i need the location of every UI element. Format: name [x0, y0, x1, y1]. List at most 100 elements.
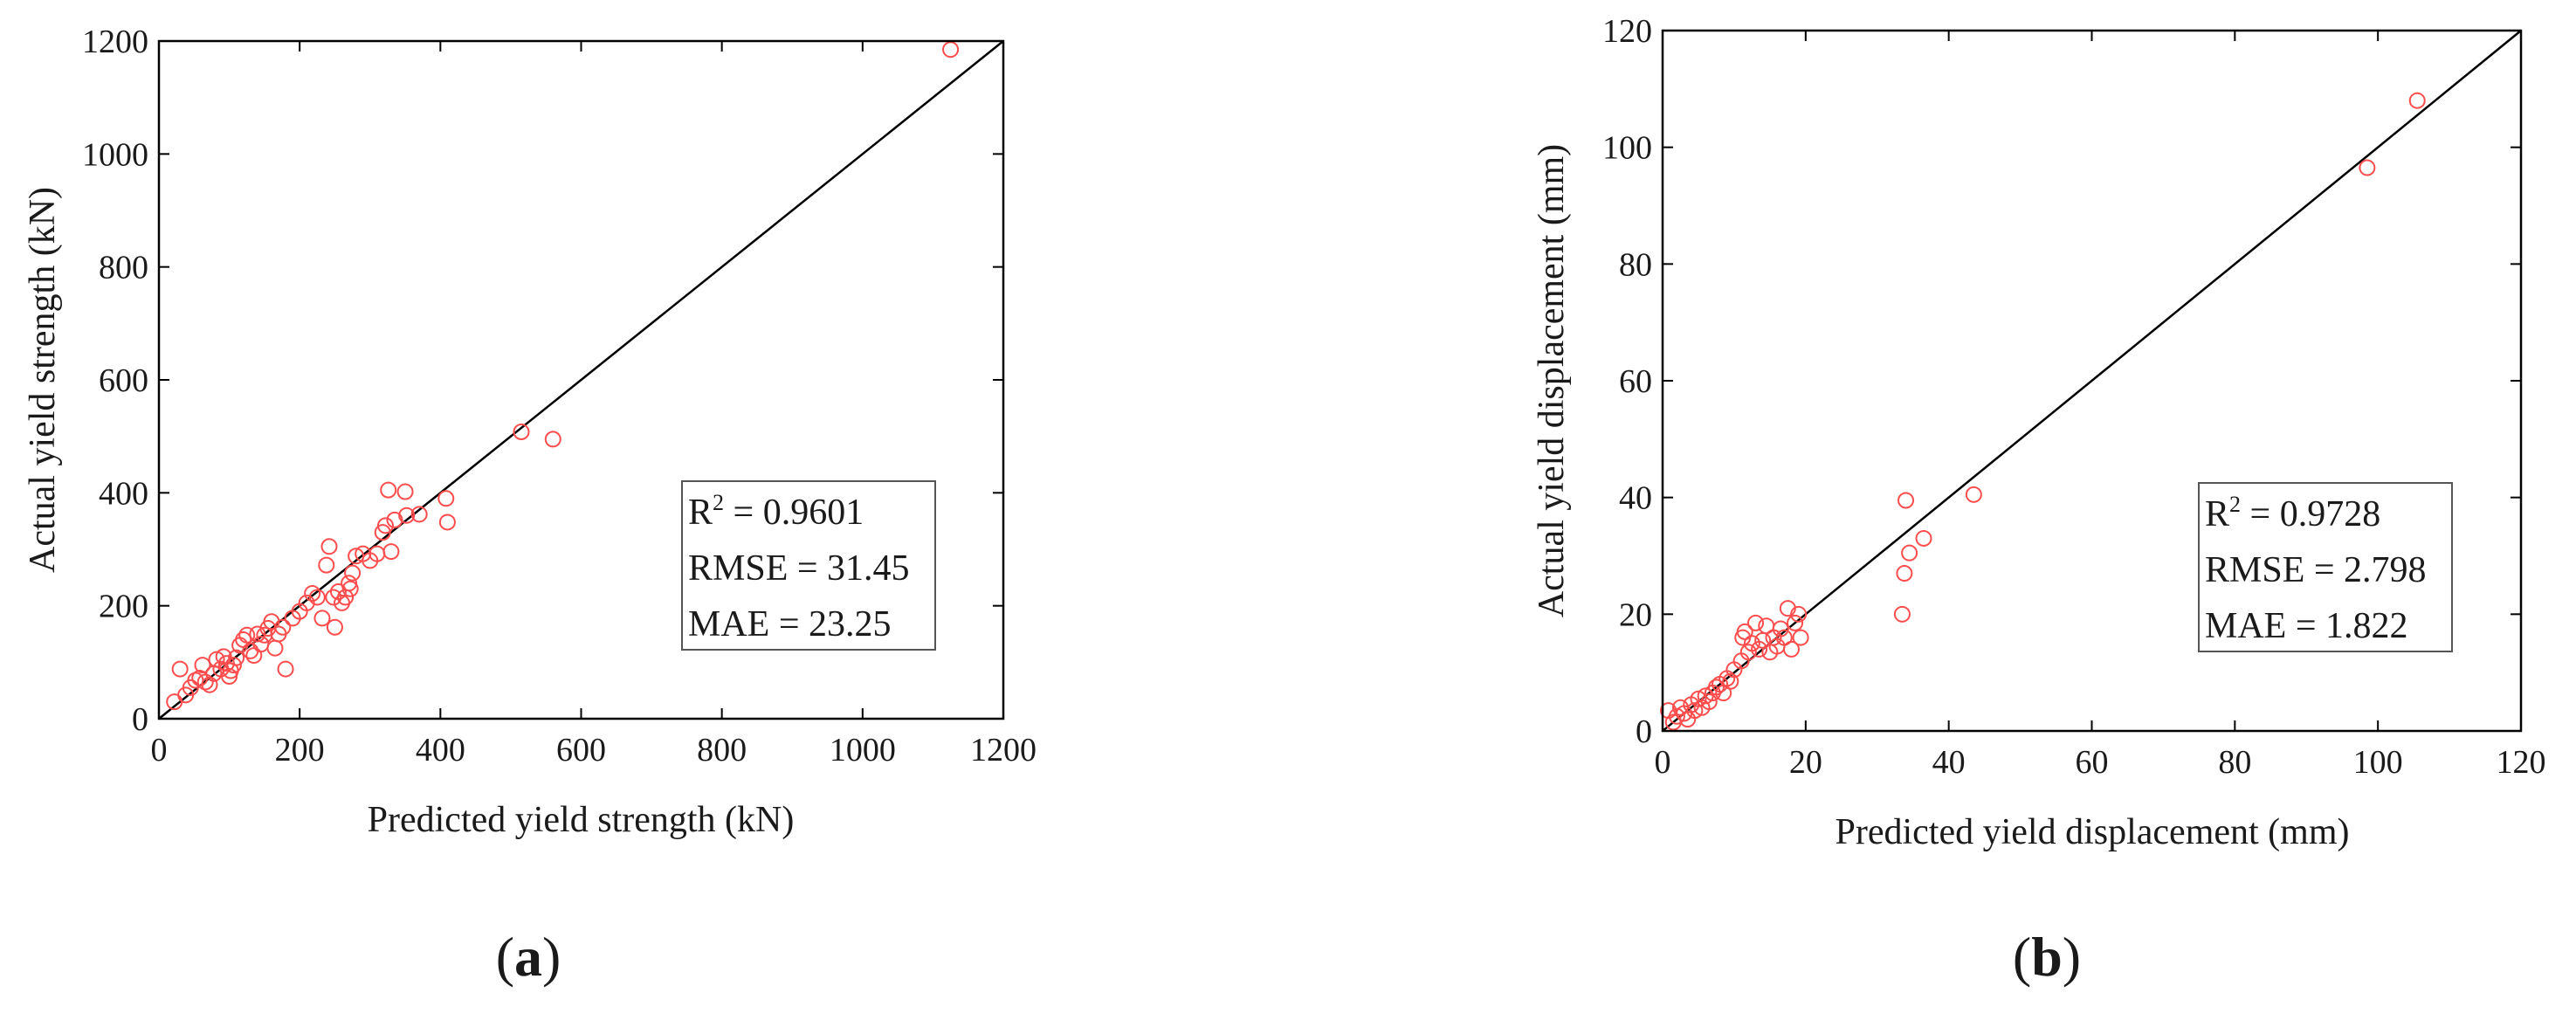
chart-a-point [318, 556, 335, 574]
chart-b-stats-r2: R2 = 0.9728 [2205, 492, 2380, 534]
chart-a-point [376, 517, 394, 534]
chart-a-x-axis-label: Predicted yield strength (kN) [368, 800, 795, 840]
chart-b-stats-frame [2198, 482, 2453, 652]
chart-a-point [277, 660, 294, 678]
chart-a-point [513, 423, 530, 440]
chart-a-point [308, 589, 326, 606]
chart-a-point [298, 594, 315, 611]
chart-b-point [1896, 565, 1913, 582]
chart-b-x-tick-label: 120 [2497, 744, 2546, 781]
chart-b-x-tick-label: 20 [1789, 744, 1822, 781]
chart-a-point [344, 564, 362, 582]
chart-a-point [228, 649, 245, 666]
chart-b-x-tick-label: 60 [2076, 744, 2109, 781]
chart-a-point [396, 483, 414, 500]
chart-a-y-tick-label: 600 [99, 362, 148, 399]
chart-a-stats-rmse: RMSE = 31.45 [688, 548, 910, 589]
chart-a-point [196, 673, 214, 691]
chart-b-point [1915, 529, 1932, 547]
chart-b-point [2359, 159, 2376, 176]
chart-a-point [313, 610, 331, 627]
chart-a-y-tick-label: 200 [99, 589, 148, 625]
chart-a-point [194, 657, 211, 674]
chart-a-plot-frame [157, 39, 1005, 720]
panel-label-a: (a) [496, 926, 561, 988]
chart-b-point [1746, 614, 1764, 631]
chart-a-point [201, 676, 218, 693]
chart-a-point [266, 639, 284, 657]
chart-a-point [304, 584, 321, 602]
chart-b-y-axis-label: Actual yield displacement (mm) [1532, 144, 1572, 617]
chart-a-marks [158, 40, 1004, 720]
chart-a-x-tick-label: 800 [697, 732, 747, 768]
chart-b-y-tick-label: 100 [1602, 130, 1652, 167]
chart-b-point [1782, 640, 1800, 658]
chart-a-y-axis-label: Actual yield strength (kN) [23, 187, 63, 573]
chart-b-stats-mae: MAE = 1.822 [2205, 606, 2408, 646]
chart-b-point [2408, 92, 2426, 109]
chart-b-y-tick-label: 0 [1636, 713, 1652, 750]
chart-b-point [1700, 693, 1718, 711]
chart-b-point [1792, 629, 1809, 646]
chart-a-point [544, 431, 561, 448]
chart-b-y-tick-label: 60 [1619, 363, 1652, 400]
chart-b-x-tick-label: 0 [1655, 744, 1671, 781]
chart-a-point [325, 589, 342, 606]
chart-a-point [380, 481, 397, 499]
chart-b-y-tick-label: 40 [1619, 480, 1652, 517]
chart-b-plot-frame [1661, 29, 2523, 733]
chart-b-y-tick-label: 80 [1619, 246, 1652, 283]
chart-a-stats-box: R2 = 0.9601 RMSE = 31.45 MAE = 23.25 [681, 480, 936, 651]
chart-a-point [245, 647, 263, 665]
chart-b-x-tick-label: 80 [2218, 744, 2251, 781]
chart-b: 0 20 40 60 80 100 120 0 20 40 60 80 100 120 Predicted… [1532, 13, 2546, 852]
chart-b-point [1901, 544, 1918, 562]
chart-b-ticks: 0 20 40 60 80 100 120 0 20 40 60 80 100 120 [1602, 13, 2546, 781]
chart-a-stats-frame [681, 480, 936, 651]
chart-a-y-tick-label: 0 [132, 701, 148, 738]
chart-a-stats-mae: MAE = 23.25 [688, 604, 892, 644]
chart-b-point [1722, 672, 1739, 690]
chart-a-y-tick-label: 800 [99, 250, 148, 286]
chart-b-point [1736, 623, 1753, 640]
chart-b-point [1893, 605, 1911, 623]
chart-b-y-tick-label: 120 [1602, 13, 1652, 50]
chart-b-point [1751, 640, 1768, 658]
chart-b-stats-box: R2 = 0.9728 RMSE = 2.798 MAE = 1.822 [2198, 482, 2453, 652]
chart-a-point [341, 580, 359, 597]
chart-b-point [1898, 492, 1915, 509]
chart-a-point [208, 651, 225, 668]
chart-a-y-tick-label: 400 [99, 475, 148, 512]
chart-b-point [1775, 629, 1793, 646]
chart-a-point [382, 543, 400, 561]
chart-b-x-tick-label: 100 [2353, 744, 2403, 781]
chart-a-point [398, 507, 416, 524]
chart-a-point [942, 41, 960, 59]
chart-a-ticks: 0 200 400 600 800 1000 1200 0 200 400 600 800 1000 12… [82, 24, 1037, 768]
chart-b-point [1790, 605, 1808, 623]
chart-a-point [437, 490, 455, 507]
chart-a-stats-r2: R2 = 0.9601 [688, 490, 864, 533]
chart-b-point [1739, 644, 1757, 661]
chart-b-stats-rmse: RMSE = 2.798 [2205, 550, 2427, 590]
chart-b-point [1690, 690, 1707, 707]
chart-a-point [410, 506, 428, 523]
chart-a-point [386, 511, 403, 528]
chart-a-x-tick-label: 1200 [970, 732, 1037, 768]
chart-b-x-tick-label: 40 [1932, 744, 1966, 781]
chart-a: 0 200 400 600 800 1000 1200 0 200 400 600 800 1000 12… [23, 24, 1037, 840]
chart-b-point [1787, 614, 1804, 631]
chart-b-point [1772, 620, 1789, 638]
chart-a-point [252, 636, 270, 653]
chart-a-point [274, 618, 292, 636]
chart-b-marks [1660, 30, 2522, 732]
chart-a-point [224, 657, 242, 674]
chart-a-point [320, 538, 338, 555]
chart-a-point [238, 626, 256, 644]
chart-b-point [1965, 486, 1982, 503]
chart-a-y-tick-label: 1000 [82, 136, 148, 173]
chart-b-x-axis-label: Predicted yield displacement (mm) [1836, 812, 2350, 852]
chart-a-x-tick-label: 200 [275, 732, 325, 768]
chart-a-x-tick-label: 600 [556, 732, 606, 768]
